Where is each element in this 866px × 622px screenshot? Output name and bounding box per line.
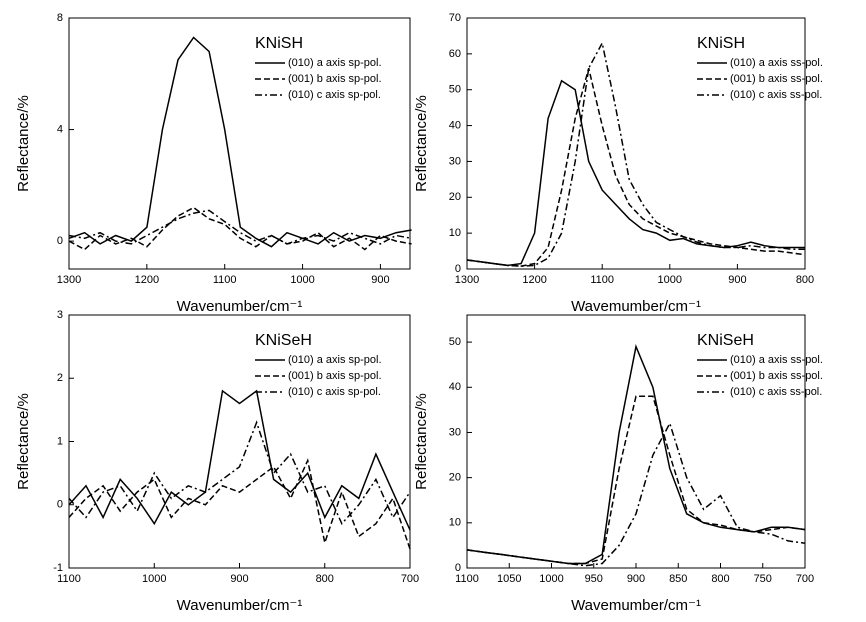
legend-label: (010) a axis ss-pol. [730, 354, 823, 366]
y-tick-label: 10 [449, 517, 461, 529]
y-tick-label: 8 [57, 12, 63, 24]
y-tick-label: 0 [455, 562, 461, 574]
x-tick-label: 1200 [135, 274, 159, 286]
x-tick-label: 950 [585, 573, 603, 585]
x-tick-label: 1000 [290, 274, 314, 286]
y-tick-label: 30 [449, 155, 461, 167]
x-tick-label: 1000 [142, 573, 166, 585]
plot-frame [466, 17, 806, 270]
annotation: KNiSH [697, 35, 745, 52]
annotation: KNiSH [255, 35, 303, 52]
legend-label: (010) a axis ss-pol. [730, 57, 823, 69]
series-line [68, 389, 411, 531]
y-tick-label: 20 [449, 191, 461, 203]
x-tick-label: 900 [627, 573, 645, 585]
y-tick-label: 60 [449, 48, 461, 60]
series-line [68, 209, 412, 245]
y-tick-label: 20 [449, 472, 461, 484]
legend-label: (010) a axis sp-pol. [288, 354, 382, 366]
legend-label: (001) b axis ss-pol. [730, 370, 823, 382]
y-tick-label: 2 [57, 372, 63, 384]
x-tick-label: 900 [371, 274, 389, 286]
y-tick-label: 0 [57, 499, 63, 511]
y-tick-label: -1 [53, 562, 63, 574]
legend-label: (010) c axis sp-pol. [288, 89, 381, 101]
y-tick-label: 3 [57, 309, 63, 321]
series-line [68, 206, 412, 251]
y-axis-label: Reflectance/% [413, 393, 430, 490]
x-axis-label: Wavenumber/cm⁻¹ [177, 597, 303, 614]
y-tick-label: 4 [57, 123, 63, 135]
legend-label: (001) b axis sp-pol. [288, 73, 382, 85]
y-axis-label: Reflectance/% [15, 393, 32, 490]
y-tick-label: 30 [449, 426, 461, 438]
x-tick-label: 1050 [497, 573, 521, 585]
y-axis-label: Reflectance/% [15, 95, 32, 192]
series-line [466, 395, 806, 565]
y-tick-label: 40 [449, 119, 461, 131]
plot-frame [68, 17, 411, 270]
x-tick-label: 900 [728, 274, 746, 286]
y-tick-label: 50 [449, 336, 461, 348]
y-tick-label: 70 [449, 12, 461, 24]
series-line [68, 458, 411, 550]
legend-label: (001) b axis ss-pol. [730, 73, 823, 85]
series-line [68, 36, 412, 248]
series-line [466, 40, 805, 267]
series-line [466, 79, 805, 267]
legend-label: (001) b axis sp-pol. [288, 370, 382, 382]
y-tick-label: 1 [57, 435, 63, 447]
x-tick-label: 850 [669, 573, 687, 585]
y-tick-label: 10 [449, 227, 461, 239]
x-tick-label: 700 [401, 573, 419, 585]
x-tick-label: 750 [754, 573, 772, 585]
series-line [466, 421, 806, 567]
x-axis-label: Wavenumber/cm⁻¹ [177, 298, 303, 315]
legend-label: (010) c axis ss-pol. [730, 386, 822, 398]
x-tick-label: 1300 [455, 274, 479, 286]
x-tick-label: 1000 [539, 573, 563, 585]
y-tick-label: 0 [455, 263, 461, 275]
legend-label: (010) c axis sp-pol. [288, 386, 381, 398]
x-tick-label: 800 [316, 573, 334, 585]
x-tick-label: 800 [711, 573, 729, 585]
x-tick-label: 1100 [213, 274, 237, 286]
series-line [68, 420, 411, 526]
x-tick-label: 1200 [522, 274, 546, 286]
annotation: KNiSeH [697, 332, 754, 349]
legend-label: (010) a axis sp-pol. [288, 57, 382, 69]
x-tick-label: 900 [230, 573, 248, 585]
x-tick-label: 1300 [57, 274, 81, 286]
x-tick-label: 1100 [590, 274, 614, 286]
annotation: KNiSeH [255, 332, 312, 349]
y-tick-label: 40 [449, 381, 461, 393]
y-tick-label: 50 [449, 84, 461, 96]
y-tick-label: 0 [57, 235, 63, 247]
legend-label: (010) c axis ss-pol. [730, 89, 822, 101]
x-axis-label: Wavemumber/cm⁻¹ [571, 597, 701, 614]
x-tick-label: 700 [796, 573, 814, 585]
x-tick-label: 1100 [57, 573, 81, 585]
y-axis-label: Reflectance/% [413, 95, 430, 192]
x-tick-label: 1100 [455, 573, 479, 585]
x-axis-label: Wavemumber/cm⁻¹ [571, 298, 701, 315]
x-tick-label: 800 [796, 274, 814, 286]
x-tick-label: 1000 [658, 274, 682, 286]
